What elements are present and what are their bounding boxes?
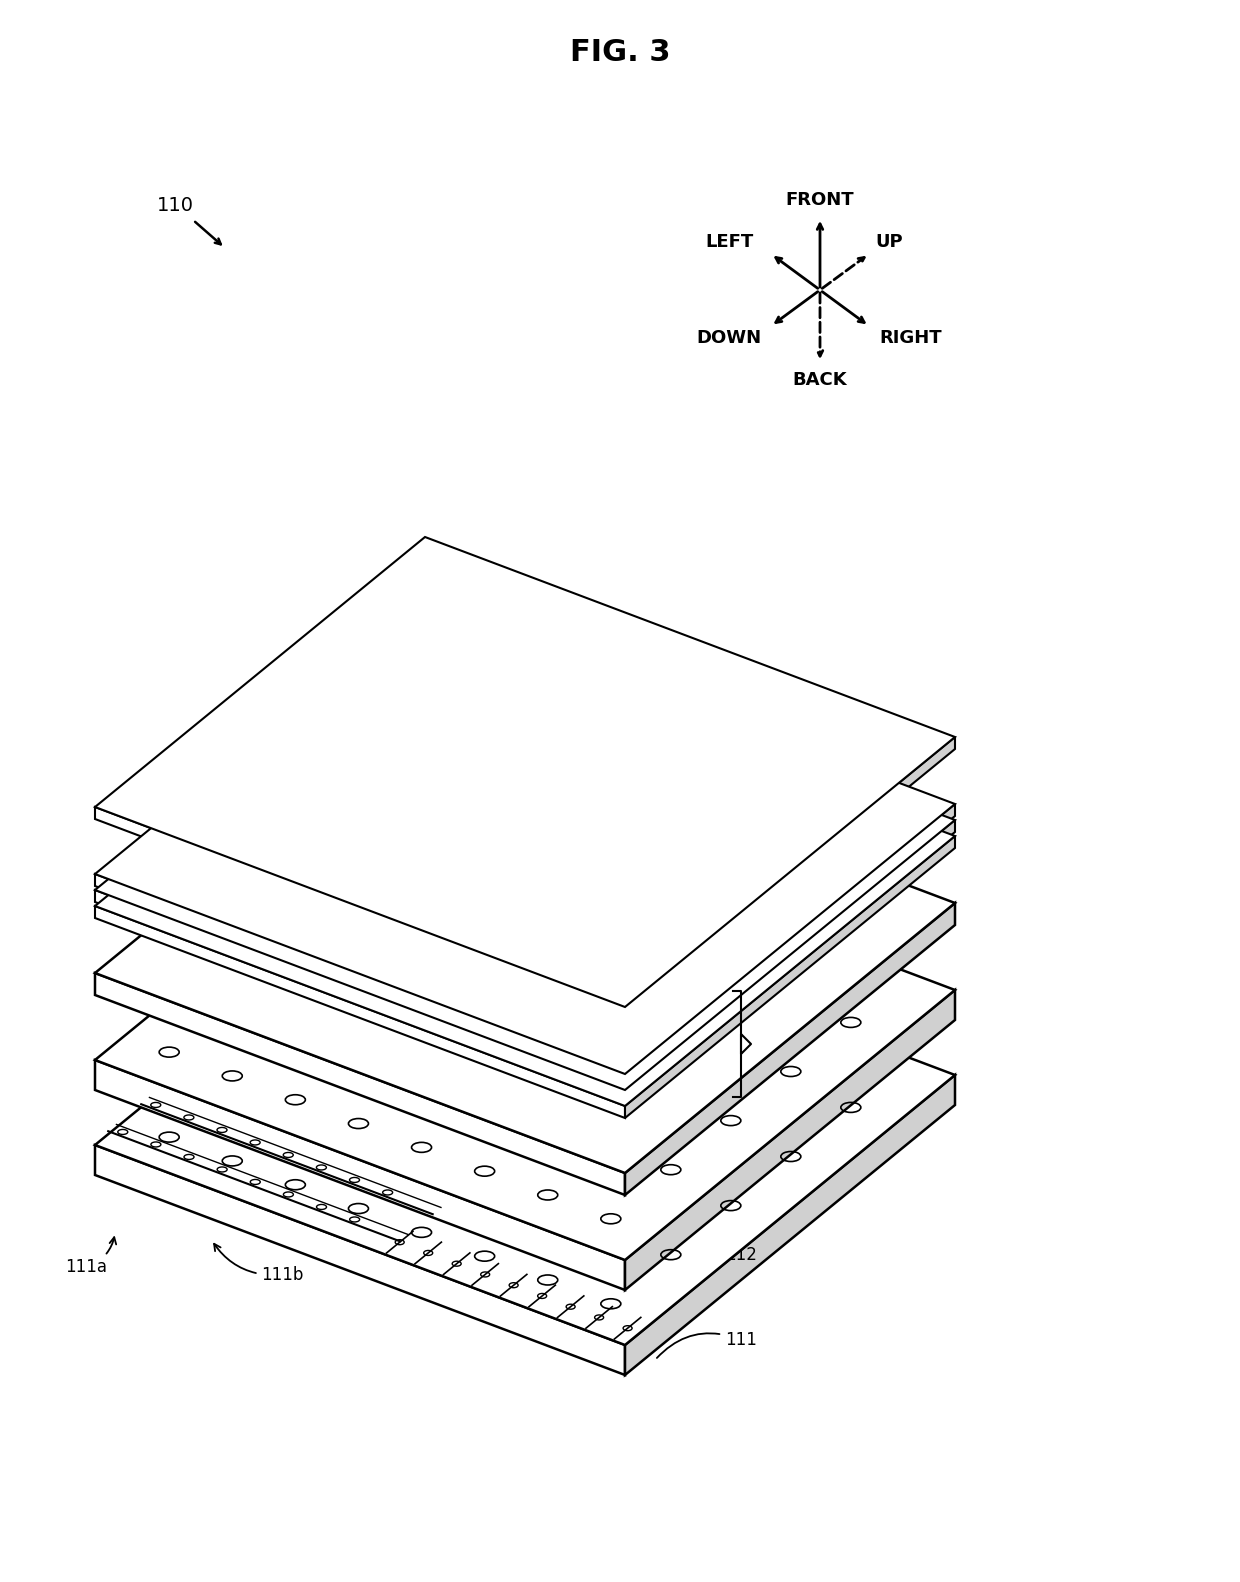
Polygon shape [95,873,625,1085]
Polygon shape [95,620,955,1090]
Polygon shape [95,906,625,1118]
Polygon shape [95,807,625,1019]
Polygon shape [625,737,955,1019]
Polygon shape [95,1060,625,1289]
Polygon shape [95,891,625,1103]
Text: 112: 112 [657,1247,756,1274]
Text: FIG. 3: FIG. 3 [569,38,671,66]
Text: 114b: 114b [627,1071,743,1095]
Polygon shape [625,804,955,1085]
Polygon shape [95,536,955,1008]
Polygon shape [625,819,955,1103]
Polygon shape [625,1076,955,1375]
Polygon shape [95,875,955,1345]
Polygon shape [95,604,955,1074]
Text: RIGHT: RIGHT [879,329,942,346]
Text: 114a: 114a [627,1088,742,1111]
Polygon shape [95,1145,625,1375]
Text: 114: 114 [759,1035,796,1054]
Text: 114d: 114d [627,979,743,1011]
Text: BACK: BACK [792,372,847,389]
Text: 114c: 114c [627,1054,740,1077]
Text: UP: UP [875,233,903,252]
Text: 111: 111 [657,1330,756,1357]
Text: 110: 110 [156,196,193,215]
Text: 112a: 112a [562,1101,699,1174]
Text: 111b: 111b [215,1243,304,1285]
Polygon shape [625,903,955,1194]
Text: LEFT: LEFT [704,233,753,252]
Polygon shape [95,636,955,1106]
Text: DOWN: DOWN [697,329,761,346]
Polygon shape [625,835,955,1118]
Polygon shape [95,702,955,1172]
Polygon shape [95,973,625,1194]
Text: FRONT: FRONT [786,191,854,209]
Polygon shape [625,990,955,1289]
Text: 113: 113 [627,1155,732,1182]
Text: 111a: 111a [66,1237,117,1277]
Polygon shape [95,789,955,1259]
